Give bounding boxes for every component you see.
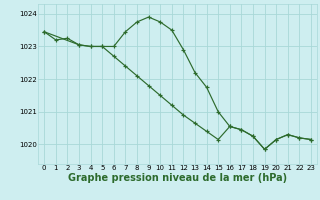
X-axis label: Graphe pression niveau de la mer (hPa): Graphe pression niveau de la mer (hPa) (68, 173, 287, 183)
